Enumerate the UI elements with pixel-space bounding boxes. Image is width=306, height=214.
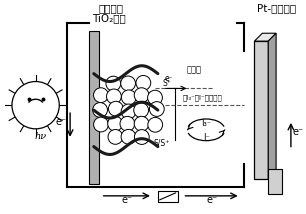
Circle shape <box>149 102 164 116</box>
Circle shape <box>134 103 148 118</box>
Circle shape <box>93 103 107 117</box>
Circle shape <box>148 117 162 132</box>
Circle shape <box>121 90 136 105</box>
Text: e⁻: e⁻ <box>207 195 218 205</box>
Bar <box>254 41 268 179</box>
Text: 含I₃⁻、I⁻的电解质: 含I₃⁻、I⁻的电解质 <box>182 94 222 101</box>
Text: S/S⁺: S/S⁺ <box>154 139 170 148</box>
Circle shape <box>121 104 136 119</box>
Text: I₃⁻: I₃⁻ <box>201 119 211 128</box>
Polygon shape <box>268 33 276 179</box>
Text: I⁻: I⁻ <box>203 133 210 142</box>
Circle shape <box>120 116 135 131</box>
Circle shape <box>94 88 108 103</box>
Circle shape <box>12 82 59 129</box>
Text: TiO₂电极: TiO₂电极 <box>92 13 125 23</box>
Circle shape <box>121 129 136 144</box>
Text: e⁻: e⁻ <box>56 117 67 127</box>
Text: hν: hν <box>35 132 47 141</box>
Circle shape <box>136 76 151 90</box>
Text: Pt-导电玻璃: Pt-导电玻璃 <box>256 4 296 13</box>
Circle shape <box>147 90 162 105</box>
Bar <box>89 31 99 184</box>
Circle shape <box>134 88 149 103</box>
Polygon shape <box>254 33 276 41</box>
Text: e⁻: e⁻ <box>164 74 173 83</box>
Circle shape <box>108 116 122 131</box>
Circle shape <box>109 101 123 116</box>
Circle shape <box>121 76 136 91</box>
Circle shape <box>106 89 121 104</box>
Bar <box>158 191 177 202</box>
Circle shape <box>108 129 123 144</box>
Text: e⁻: e⁻ <box>292 127 303 137</box>
Circle shape <box>134 130 149 144</box>
Circle shape <box>134 116 149 131</box>
Text: 敏化剂: 敏化剂 <box>187 66 202 75</box>
Circle shape <box>106 76 121 91</box>
Text: e⁻: e⁻ <box>122 195 133 205</box>
Text: 染料敏化: 染料敏化 <box>98 4 123 13</box>
Bar <box>268 169 282 194</box>
Circle shape <box>94 117 108 132</box>
Text: S⁺: S⁺ <box>162 79 171 88</box>
